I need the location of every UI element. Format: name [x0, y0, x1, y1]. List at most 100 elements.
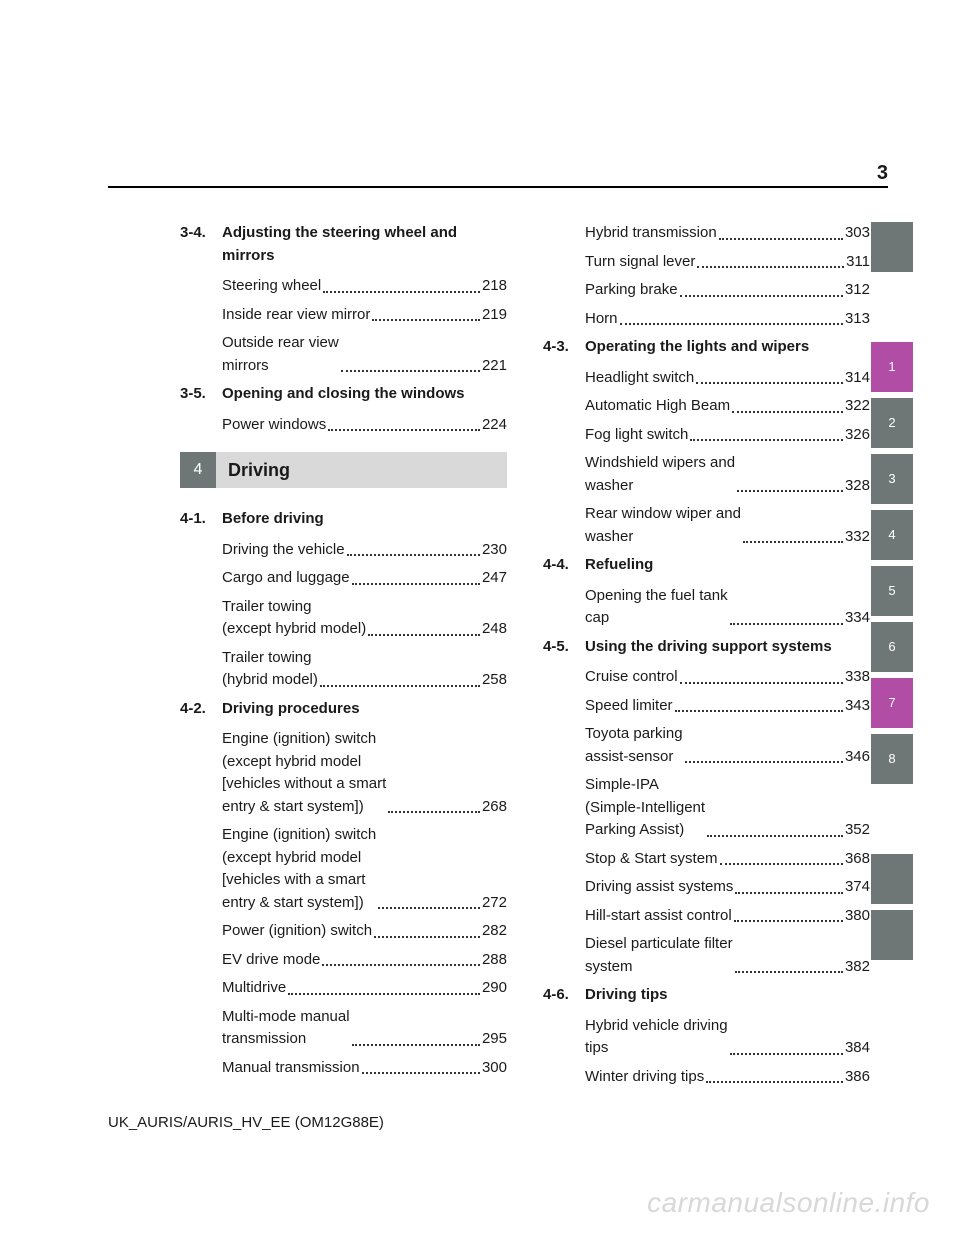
toc-dots: [730, 1053, 843, 1055]
toc-entry: Hybrid vehicle driving tips 384: [585, 1015, 870, 1060]
toc-dots: [743, 541, 843, 543]
toc-label: Cargo and luggage: [222, 567, 350, 590]
toc-dots: [680, 295, 843, 297]
toc-page: 258: [482, 669, 507, 692]
toc-page: 312: [845, 279, 870, 302]
toc-label: Toyota parking assist-sensor: [585, 723, 683, 768]
toc-dots: [707, 835, 843, 837]
toc-entry: Fog light switch 326: [585, 424, 870, 447]
watermark: carmanualsonline.info: [647, 1182, 930, 1224]
toc-dots: [341, 370, 480, 372]
chapter-title: Driving: [228, 457, 290, 484]
toc-label: Stop & Start system: [585, 848, 718, 871]
toc-dots: [322, 964, 480, 966]
toc-entry: Parking brake312: [585, 279, 870, 302]
toc-entry: Opening the fuel tank cap334: [585, 585, 870, 630]
section-tab-5[interactable]: 5: [871, 566, 913, 616]
toc-entry: Inside rear view mirror219: [222, 304, 507, 327]
toc-page: 313: [845, 308, 870, 331]
toc-page: 300: [482, 1057, 507, 1080]
toc-label: Multi-mode manual transmission: [222, 1006, 350, 1051]
toc-entry: Multi-mode manual transmission 295: [222, 1006, 507, 1051]
section-tab-blank[interactable]: [871, 910, 913, 960]
toc-label: Rear window wiper and washer: [585, 503, 741, 548]
section-number: 4-5.: [543, 636, 585, 659]
section-tab-4[interactable]: 4: [871, 510, 913, 560]
toc-entry: Simple-IPA (Simple-Intelligent Parking A…: [585, 774, 870, 842]
toc-label: Manual transmission: [222, 1057, 360, 1080]
section-tab-blank[interactable]: [871, 854, 913, 904]
toc-entry: Toyota parking assist-sensor346: [585, 723, 870, 768]
toc-dots: [737, 490, 843, 492]
toc-dots: [372, 319, 480, 321]
section-tab-7[interactable]: 7: [871, 678, 913, 728]
toc-label: Hybrid vehicle driving tips: [585, 1015, 728, 1060]
toc-label: Automatic High Beam: [585, 395, 730, 418]
tab-spacer: [871, 278, 913, 342]
toc-entry: Horn 313: [585, 308, 870, 331]
toc-label: Power windows: [222, 414, 326, 437]
toc-label: Speed limiter: [585, 695, 673, 718]
section-heading: 4-4.Refueling: [543, 554, 870, 577]
toc-dots: [690, 439, 843, 441]
section-title: Refueling: [585, 554, 870, 577]
toc-dots: [378, 907, 480, 909]
toc-entry: Headlight switch314: [585, 367, 870, 390]
toc-label: Trailer towing (except hybrid model): [222, 596, 366, 641]
toc-page: 382: [845, 956, 870, 979]
section-tab-1[interactable]: 1: [871, 342, 913, 392]
toc-entry: Turn signal lever311: [585, 251, 870, 274]
section-tab-3[interactable]: 3: [871, 454, 913, 504]
section-tab-2[interactable]: 2: [871, 398, 913, 448]
toc-page: 282: [482, 920, 507, 943]
toc-page: 386: [845, 1066, 870, 1089]
toc-label: Fog light switch: [585, 424, 688, 447]
toc-dots: [288, 993, 480, 995]
right-column: Hybrid transmission303Turn signal lever3…: [543, 222, 870, 1094]
toc-dots: [685, 761, 843, 763]
section-tab-8[interactable]: 8: [871, 734, 913, 784]
toc-dots: [320, 685, 480, 687]
section-heading: 4-1.Before driving: [180, 508, 507, 531]
toc-page: 295: [482, 1028, 507, 1051]
toc-page: 326: [845, 424, 870, 447]
section-number: 4-4.: [543, 554, 585, 577]
toc-page: 218: [482, 275, 507, 298]
toc-entry: Outside rear view mirrors221: [222, 332, 507, 377]
section-number: 4-6.: [543, 984, 585, 1007]
section-tab-blank[interactable]: [871, 222, 913, 272]
toc-page: 374: [845, 876, 870, 899]
chapter-bar: 4Driving: [180, 452, 507, 488]
toc-page: 338: [845, 666, 870, 689]
toc-label: Hybrid transmission: [585, 222, 717, 245]
toc-label: Winter driving tips: [585, 1066, 704, 1089]
toc-dots: [323, 291, 480, 293]
toc-page: 272: [482, 892, 507, 915]
section-tab-6[interactable]: 6: [871, 622, 913, 672]
toc-label: Cruise control: [585, 666, 678, 689]
toc-entry: Stop & Start system368: [585, 848, 870, 871]
section-heading: 4-6.Driving tips: [543, 984, 870, 1007]
toc-dots: [362, 1072, 480, 1074]
toc-dots: [734, 920, 843, 922]
section-number: 4-1.: [180, 508, 222, 531]
section-heading: 4-3.Operating the lights and wipers: [543, 336, 870, 359]
page-number: 3: [877, 158, 888, 188]
section-title: Before driving: [222, 508, 507, 531]
toc-label: Simple-IPA (Simple-Intelligent Parking A…: [585, 774, 705, 842]
toc-entry: Hill-start assist control380: [585, 905, 870, 928]
toc-page: 219: [482, 304, 507, 327]
toc-dots: [735, 892, 843, 894]
toc-entry: Speed limiter343: [585, 695, 870, 718]
toc-page: 322: [845, 395, 870, 418]
toc-page: 384: [845, 1037, 870, 1060]
left-column: 3-4.Adjusting the steering wheel and mir…: [180, 222, 507, 1094]
toc-label: Steering wheel: [222, 275, 321, 298]
toc-entry: Rear window wiper and washer332: [585, 503, 870, 548]
toc-label: Horn: [585, 308, 618, 331]
toc-entry: Steering wheel 218: [222, 275, 507, 298]
footer-code: UK_AURIS/AURIS_HV_EE (OM12G88E): [108, 1112, 384, 1135]
toc-dots: [352, 1044, 480, 1046]
toc-entry: Trailer towing (except hybrid model)248: [222, 596, 507, 641]
toc-label: EV drive mode: [222, 949, 320, 972]
